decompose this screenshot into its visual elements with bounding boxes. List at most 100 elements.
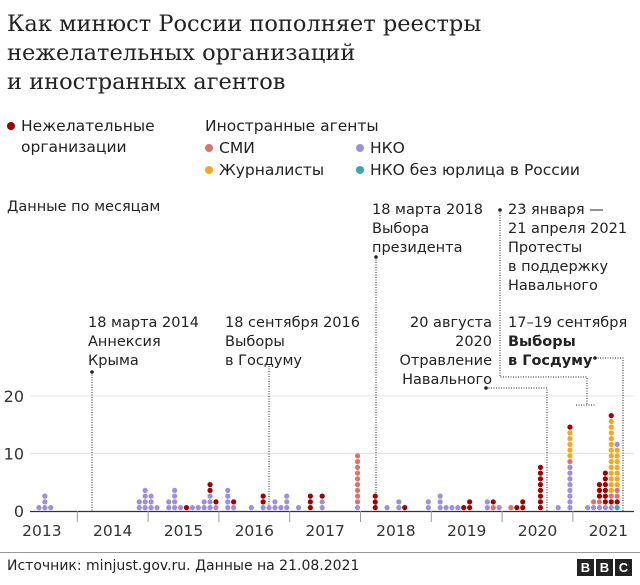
annotation-text-protests2021: в поддержку: [508, 259, 609, 275]
dot-journalists: [608, 470, 614, 476]
dot-media: [354, 470, 361, 476]
dot-nko: [425, 505, 431, 511]
dot-nko: [295, 505, 302, 511]
dot-nko: [484, 499, 490, 505]
dot-nko: [496, 505, 502, 511]
dot-nko: [590, 505, 597, 511]
dot-nko: [189, 505, 195, 511]
x-tick-label: 2021: [589, 522, 628, 540]
dot-nko: [567, 499, 573, 505]
legend-dot-unwanted: [7, 122, 15, 130]
dot-nko: [260, 505, 266, 511]
annotation-text-crimea: Крыма: [88, 353, 139, 369]
dot-media: [608, 493, 614, 499]
dot-nko: [567, 487, 573, 493]
dot-unwanted: [608, 413, 614, 419]
dot-nko: [437, 505, 443, 511]
annotation-line-navalny2020: [486, 387, 548, 511]
dot-unwanted: [207, 482, 213, 488]
dot-unwanted: [260, 493, 266, 499]
dot-nko: [172, 499, 178, 505]
dot-nko: [319, 505, 325, 511]
annotation-dot: [498, 208, 502, 212]
dot-nko: [225, 505, 231, 511]
dot-nko: [284, 505, 290, 511]
dot-media: [354, 482, 361, 488]
legend-nko: НКО: [356, 138, 405, 159]
dot-media: [508, 505, 514, 511]
legend-nko-no-entity: НКО без юрлица в России: [356, 160, 580, 181]
legend-unwanted: Нежелательные организации: [7, 116, 155, 158]
dot-nko: [36, 505, 42, 511]
annotation-line-duma2021: [595, 357, 624, 511]
dot-nko: [384, 505, 390, 511]
dot-nko: [278, 505, 284, 511]
dot-nko_no_entity: [614, 505, 620, 511]
dot-unwanted: [567, 424, 573, 430]
dot-nko: [614, 441, 620, 447]
dot-nko: [142, 499, 148, 505]
dot-unwanted: [319, 493, 325, 499]
x-tick-label: 2013: [22, 522, 61, 540]
dot-unwanted: [372, 505, 378, 511]
dot-nko: [166, 499, 172, 505]
x-tick-label: 2018: [376, 522, 415, 540]
dot-nko: [207, 505, 213, 511]
annotation-dot: [593, 356, 597, 360]
x-tick-label: 2017: [305, 522, 344, 540]
annotation-text-protests2021: Протесты: [508, 240, 582, 256]
dot-unwanted: [514, 505, 520, 511]
dot-journalists: [614, 464, 620, 470]
dot-nko: [201, 505, 207, 511]
title-line: и иностранных агентов: [7, 69, 286, 95]
dot-nko: [455, 505, 461, 511]
dot-unwanted: [602, 487, 608, 493]
dot-nko: [284, 493, 290, 499]
dot-journalists: [608, 453, 614, 459]
annotation-text-duma2016: 18 сентября 2016: [225, 315, 360, 331]
dot-journalists: [608, 476, 614, 482]
dot-journalists: [608, 447, 614, 453]
dot-unwanted: [372, 499, 378, 505]
dot-unwanted: [608, 499, 614, 505]
dot-journalists: [608, 418, 614, 424]
dot-unwanted: [602, 493, 608, 499]
dot-nko: [396, 505, 402, 511]
dot-nko: [42, 493, 48, 499]
dot-unwanted: [596, 487, 603, 493]
legend-label: организации: [21, 138, 127, 156]
dot-nko: [437, 493, 443, 499]
dot-journalists: [567, 441, 573, 447]
dot-nko: [136, 505, 142, 511]
dot-journalists: [608, 436, 614, 442]
annotation-text-navalny2020: 20 августа: [410, 315, 492, 331]
annotation-text-navalny2020: Навального: [402, 372, 492, 388]
dot-nko: [266, 505, 272, 511]
dot-media: [354, 459, 361, 465]
legend-journalists: Журналисты: [205, 160, 324, 181]
dot-nko: [567, 476, 573, 482]
source-note: Источник: minjust.gov.ru. Данные на 21.0…: [7, 558, 360, 574]
dot-unwanted: [537, 493, 544, 499]
y-tick-label: 0: [14, 502, 24, 521]
y-tick-label: 10: [4, 445, 24, 464]
dot-nko: [567, 470, 573, 476]
legend-label: СМИ: [219, 139, 255, 157]
dot-nko: [567, 464, 573, 470]
dot-journalists: [608, 459, 614, 465]
dot-nko: [425, 499, 431, 505]
dot-nko: [602, 505, 608, 511]
dot-unwanted: [183, 505, 190, 511]
dot-nko: [207, 499, 213, 505]
dot-journalists: [608, 464, 614, 470]
dot-journalists: [608, 430, 614, 436]
dot-unwanted: [602, 482, 608, 488]
dot-media: [354, 487, 361, 493]
dot-nko: [567, 505, 573, 511]
dot-journalists: [614, 453, 620, 459]
dot-unwanted: [602, 470, 608, 476]
dot-unwanted: [537, 505, 544, 511]
dot-journalists: [567, 436, 573, 442]
dot-journalists: [567, 453, 573, 459]
annotation-text-protests2021: Навального: [508, 278, 598, 294]
